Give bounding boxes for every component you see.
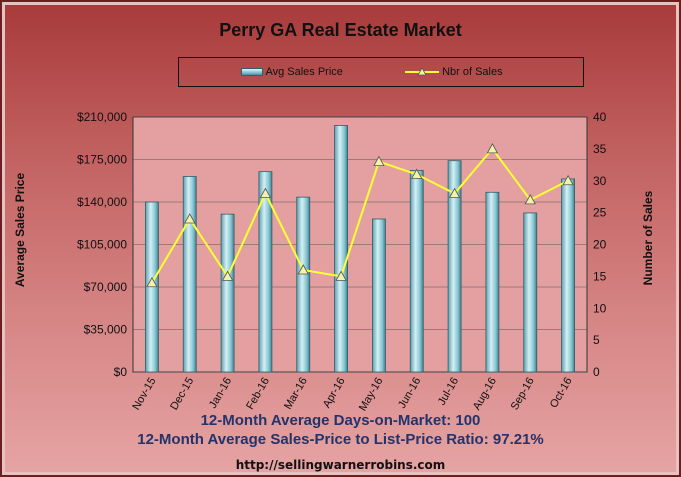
y-tick-right: 40	[593, 110, 607, 124]
sales-point	[297, 264, 309, 275]
bar	[372, 218, 386, 373]
x-tick-label: Jan-16	[207, 376, 234, 411]
bar	[409, 170, 424, 373]
y-tick-left: $210,000	[77, 110, 127, 124]
bar	[485, 191, 500, 373]
bar	[334, 125, 348, 373]
chart-legend: Avg Sales Price Nbr of Sales	[178, 57, 584, 87]
sales-point	[562, 174, 574, 186]
legend-item-line: Nbr of Sales	[405, 66, 503, 78]
sales-point	[486, 143, 499, 154]
x-tick-label: Oct-16	[548, 376, 575, 411]
bar	[523, 212, 538, 373]
bar	[561, 178, 575, 373]
legend-item-bars: Avg Sales Price	[241, 66, 343, 78]
x-tick-label: Apr-16	[321, 376, 348, 411]
days-on-market-text: 12-Month Average Days-on-Market: 100	[200, 412, 481, 429]
y-tick-left: $105,000	[77, 238, 127, 252]
legend-label-line: Nbr of Sales	[442, 66, 503, 78]
y-tick-right: 35	[593, 142, 607, 156]
y-tick-left: $0	[114, 365, 128, 379]
y-tick-right: 15	[593, 269, 607, 283]
sales-point	[146, 276, 158, 288]
x-tick-label: Aug-16	[471, 375, 499, 412]
y-tick-right: 20	[593, 238, 607, 252]
sales-point	[184, 213, 196, 224]
y-tick-right: 10	[593, 301, 607, 315]
x-tick-label: Dec-15	[168, 376, 196, 413]
y-tick-left: $35,000	[84, 323, 128, 337]
website-url[interactable]: http://sellingwarnerrobins.com	[235, 458, 446, 472]
y-tick-right: 30	[593, 174, 607, 188]
y-axis-right-label: Number of Sales	[641, 190, 655, 286]
sales-point	[448, 187, 461, 198]
sales-point	[411, 168, 423, 179]
bar-swatch-icon	[241, 68, 263, 77]
y-tick-right: 5	[593, 333, 600, 347]
bar	[220, 213, 235, 373]
bar	[258, 171, 273, 373]
x-tick-label: Mar-16	[282, 376, 310, 412]
bar	[447, 160, 462, 373]
sales-point	[373, 155, 385, 167]
y-tick-left: $175,000	[77, 153, 127, 167]
y-tick-right: 25	[593, 206, 607, 220]
price-ratio-text: 12-Month Average Sales-Price to List-Pri…	[137, 431, 544, 448]
sales-line	[151, 147, 569, 284]
legend-label-bars: Avg Sales Price	[265, 66, 343, 78]
sales-point	[524, 194, 536, 205]
x-tick-label: Feb-16	[244, 376, 272, 412]
sales-point	[335, 270, 347, 281]
x-tick-label: Jul-16	[436, 376, 461, 408]
x-tick-label: Sep-16	[509, 376, 537, 413]
y-tick-left: $70,000	[84, 280, 128, 294]
x-tick-label: Nov-15	[130, 376, 158, 413]
y-axis-left-label: Average Sales Price	[13, 172, 27, 288]
sales-point	[221, 270, 234, 281]
y-tick-left: $140,000	[77, 195, 127, 209]
chart-title: Perry GA Real Estate Market	[219, 20, 462, 40]
bar	[296, 196, 311, 373]
bar	[182, 176, 197, 373]
x-tick-label: May-16	[357, 376, 386, 414]
x-tick-label: Jun-16	[396, 376, 423, 411]
y-tick-right: 0	[593, 365, 600, 379]
line-swatch-icon	[405, 67, 439, 76]
sales-point	[259, 187, 272, 198]
